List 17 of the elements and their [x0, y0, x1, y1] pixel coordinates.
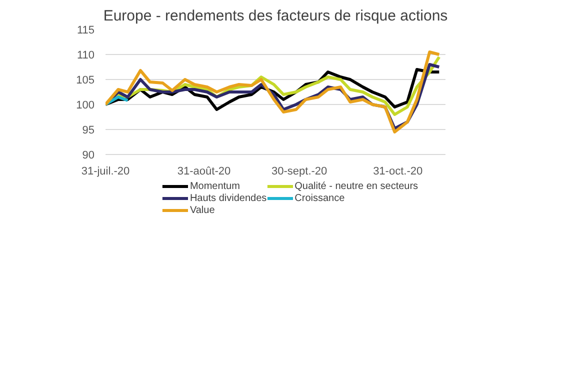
- y-tick-label: 90: [82, 150, 95, 162]
- x-tick-label: 31-oct.-20: [373, 166, 423, 178]
- chart-title: Europe - rendements des facteurs de risque actions: [103, 8, 448, 24]
- x-tick-label: 30-sept.-20: [272, 166, 328, 178]
- legend-label: Momentum: [190, 180, 240, 192]
- y-tick-label: 105: [76, 74, 95, 86]
- y-tick-label: 100: [76, 100, 95, 112]
- line-series: [106, 50, 441, 134]
- x-tick-label: 31-août-20: [177, 166, 231, 178]
- legend-label: Croissance: [294, 192, 345, 204]
- legend-label: Value: [190, 204, 215, 216]
- y-tick-label: 110: [76, 50, 95, 62]
- legend-label: Hauts dividendes: [190, 192, 267, 204]
- y-tick-label: 95: [82, 124, 95, 136]
- x-tick-label: 31-juil.-20: [81, 166, 130, 178]
- legend-label: Qualité - neutre en secteurs: [294, 180, 418, 192]
- y-tick-label: 115: [76, 24, 95, 36]
